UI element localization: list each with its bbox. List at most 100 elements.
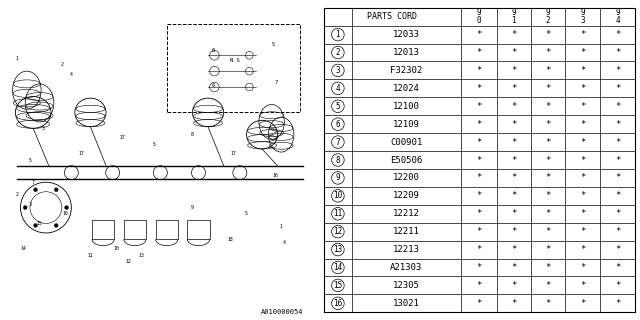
Text: *: * <box>615 156 620 164</box>
Text: 12305: 12305 <box>393 281 420 290</box>
Text: *: * <box>545 156 551 164</box>
Text: *: * <box>476 191 481 200</box>
Text: *: * <box>545 191 551 200</box>
Text: 4: 4 <box>283 240 286 245</box>
Text: *: * <box>615 263 620 272</box>
Text: 7: 7 <box>275 80 278 85</box>
Text: *: * <box>511 173 516 182</box>
Text: E50506: E50506 <box>390 156 422 164</box>
Bar <box>166 24 300 112</box>
Text: *: * <box>476 120 481 129</box>
Text: 8: 8 <box>191 132 193 137</box>
Text: 2: 2 <box>60 62 63 67</box>
Text: 12: 12 <box>125 259 131 264</box>
Text: *: * <box>545 48 551 57</box>
Bar <box>188 220 210 239</box>
Text: *: * <box>580 173 585 182</box>
Circle shape <box>34 224 38 227</box>
Bar <box>124 220 146 239</box>
Text: *: * <box>545 173 551 182</box>
Text: 1: 1 <box>280 224 283 229</box>
Text: PARTS CORD: PARTS CORD <box>367 12 417 21</box>
Text: 7: 7 <box>32 180 35 185</box>
Text: 12212: 12212 <box>393 209 420 218</box>
Text: *: * <box>615 173 620 182</box>
Text: *: * <box>511 299 516 308</box>
Text: *: * <box>545 281 551 290</box>
Text: 12100: 12100 <box>393 102 420 111</box>
Text: 6: 6 <box>335 120 340 129</box>
Text: *: * <box>545 30 551 39</box>
Text: *: * <box>615 48 620 57</box>
Text: *: * <box>580 156 585 164</box>
Text: 2: 2 <box>335 48 340 57</box>
Text: 14: 14 <box>20 246 26 251</box>
Text: 12213: 12213 <box>393 245 420 254</box>
Text: *: * <box>615 30 620 39</box>
Text: *: * <box>476 173 481 182</box>
Text: *: * <box>511 209 516 218</box>
Text: 9
4: 9 4 <box>615 8 620 25</box>
Circle shape <box>54 188 58 192</box>
Text: *: * <box>615 281 620 290</box>
Text: *: * <box>615 299 620 308</box>
Text: *: * <box>511 84 516 93</box>
Text: 6: 6 <box>211 83 214 88</box>
Text: 11: 11 <box>88 253 93 258</box>
Text: *: * <box>580 102 585 111</box>
Text: *: * <box>476 84 481 93</box>
Text: *: * <box>615 245 620 254</box>
Text: *: * <box>511 245 516 254</box>
Text: *: * <box>511 120 516 129</box>
Text: *: * <box>476 102 481 111</box>
Text: N S: N S <box>230 58 240 63</box>
Text: 11: 11 <box>333 209 342 218</box>
Text: *: * <box>476 30 481 39</box>
Text: 5: 5 <box>244 212 248 216</box>
Text: 3: 3 <box>29 202 31 207</box>
Text: A21303: A21303 <box>390 263 422 272</box>
Text: *: * <box>476 209 481 218</box>
Text: 3: 3 <box>42 126 44 131</box>
Text: *: * <box>615 138 620 147</box>
Text: *: * <box>476 227 481 236</box>
Text: *: * <box>580 299 585 308</box>
Text: 18: 18 <box>227 237 233 242</box>
Text: 12209: 12209 <box>393 191 420 200</box>
Text: 17: 17 <box>230 151 236 156</box>
Text: 16: 16 <box>333 299 342 308</box>
Text: 1: 1 <box>335 30 340 39</box>
Text: *: * <box>615 102 620 111</box>
Text: 9
2: 9 2 <box>546 8 550 25</box>
Text: *: * <box>511 102 516 111</box>
Text: C00901: C00901 <box>390 138 422 147</box>
Text: 9
0: 9 0 <box>477 8 481 25</box>
Text: *: * <box>476 245 481 254</box>
Text: *: * <box>545 209 551 218</box>
Text: *: * <box>545 66 551 75</box>
Text: 5: 5 <box>335 102 340 111</box>
Text: *: * <box>545 120 551 129</box>
Text: 17: 17 <box>78 151 84 156</box>
Text: 10: 10 <box>113 246 118 251</box>
Text: 12200: 12200 <box>393 173 420 182</box>
Text: *: * <box>615 84 620 93</box>
Text: 12211: 12211 <box>393 227 420 236</box>
Bar <box>156 220 178 239</box>
Text: *: * <box>580 263 585 272</box>
Text: *: * <box>615 66 620 75</box>
Text: 12: 12 <box>333 227 342 236</box>
Text: F32302: F32302 <box>390 66 422 75</box>
Text: *: * <box>615 209 620 218</box>
Text: 12013: 12013 <box>393 48 420 57</box>
Text: *: * <box>476 138 481 147</box>
Text: 9: 9 <box>191 205 193 210</box>
Text: *: * <box>511 66 516 75</box>
Text: *: * <box>476 156 481 164</box>
Text: 10: 10 <box>333 191 342 200</box>
Text: *: * <box>580 227 585 236</box>
Text: 12033: 12033 <box>393 30 420 39</box>
Text: *: * <box>476 299 481 308</box>
Text: *: * <box>545 227 551 236</box>
Text: *: * <box>580 84 585 93</box>
